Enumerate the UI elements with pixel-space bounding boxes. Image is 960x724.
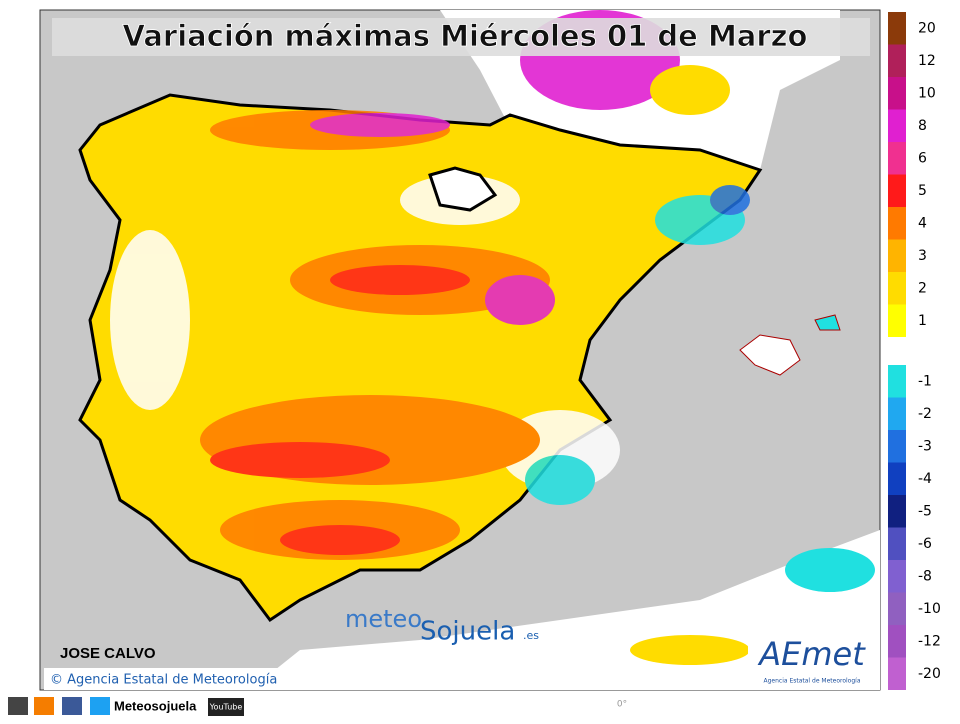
legend-swatch [888,397,906,430]
legend-swatch [888,365,906,398]
icon[interactable] [8,697,28,715]
legend-label: 8 [918,118,927,134]
icon[interactable] [34,697,54,715]
legend-swatch [888,657,906,690]
legend-swatch [888,239,906,272]
legend-label: -4 [918,471,932,487]
icon[interactable] [90,697,110,715]
copyright: © Agencia Estatal de Meteorología [50,673,277,688]
legend-label: 12 [918,53,936,69]
heat-area [630,635,750,665]
logo-box [748,630,878,688]
logo-subtitle: Agencia Estatal de Meteorología [764,678,861,685]
legend-swatch [888,592,906,625]
youtube-icon[interactable] [208,698,244,716]
title-box [52,18,870,56]
la-rioja [428,166,498,212]
legend-label: -12 [918,633,941,649]
watermark-domain: .es [523,629,539,642]
author: JOSE CALVO [60,645,156,662]
youtube-label: YouTube [209,703,243,712]
anomaly-fields [110,110,750,560]
legend-label: 10 [918,85,936,101]
legend-label: -8 [918,568,932,584]
legend-label: -1 [918,373,932,389]
legend-label: 1 [918,313,927,329]
legend-swatch [888,272,906,305]
watermark-sojuela: Sojuela [420,617,515,647]
legend-label: -5 [918,503,932,519]
legend-label: 5 [918,183,927,199]
legend: 20 12 10 8 6 5 4 3 2 1 -1 -2 -3 -4 -5 -6 -8 -10 -12 -20 [888,12,941,690]
legend-swatch [888,462,906,495]
legend-swatch [888,495,906,528]
legend-swatch [888,109,906,142]
balearics [739,334,801,376]
legend-label: 20 [918,20,936,36]
legend-swatch [888,174,906,207]
legend-swatch [888,77,906,110]
watermark-meteo: meteo [345,605,422,633]
legend-swatch [888,44,906,77]
footer-handle: Meteosojuela [114,698,197,713]
longitude-label: 0° [617,700,627,710]
legend-swatch [888,12,906,45]
legend-label: -10 [918,601,941,617]
legend-swatch [888,430,906,463]
legend-label: -20 [918,666,941,682]
legend-swatch [888,625,906,658]
legend-swatch [888,527,906,560]
legend-label: 3 [918,248,927,264]
icon[interactable] [62,697,82,715]
legend-label: 6 [918,150,927,166]
legend-label: 2 [918,280,927,296]
copyright-box [44,668,288,690]
legend-label: 4 [918,215,927,231]
balearics [814,314,841,331]
legend-label: -6 [918,536,932,552]
logo: AEmet [757,635,866,673]
legend-label: -3 [918,438,932,454]
title: Variación máximas Miércoles 01 de Marzo [123,19,808,53]
legend-swatch [888,560,906,593]
legend-swatch [888,207,906,240]
legend-swatch [888,142,906,175]
legend-swatch [888,304,906,337]
legend-label: -2 [918,406,932,422]
heat-area [650,65,730,115]
cold-area [785,548,875,592]
